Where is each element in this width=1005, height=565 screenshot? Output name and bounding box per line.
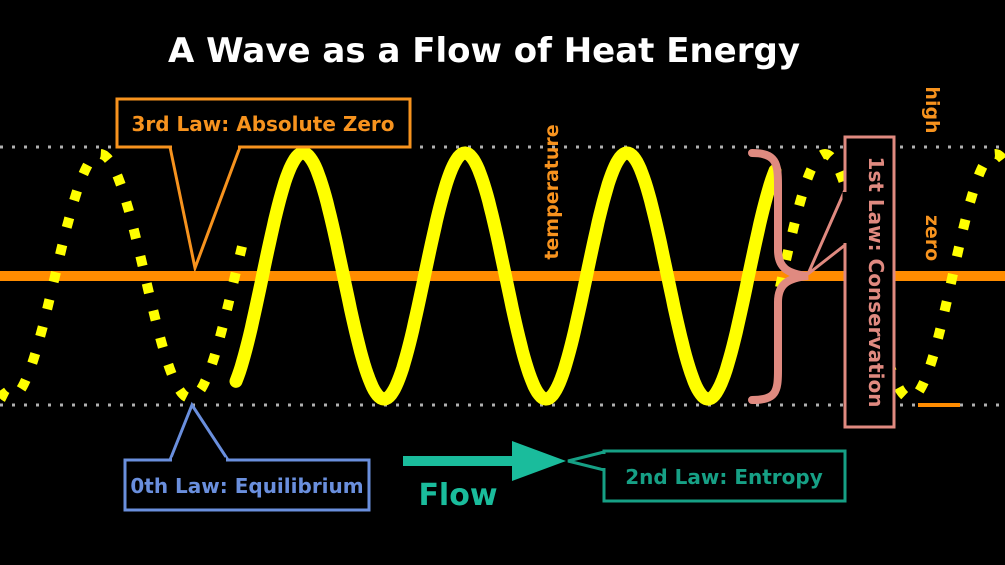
zeroth-law-callout: 0th Law: Equilibrium — [123, 401, 371, 512]
first-law-label: 1st Law: Conservation — [864, 157, 888, 408]
amplitude-brace — [748, 149, 809, 404]
third-law-callout: 3rd Law: Absolute Zero — [115, 97, 412, 274]
high-label: high — [921, 86, 943, 133]
second-law-label: 2nd Law: Entropy — [625, 465, 823, 489]
zeroth-law-label: 0th Law: Equilibrium — [130, 474, 363, 498]
temperature-label: temperature — [541, 124, 563, 259]
heat-wave — [229, 146, 782, 406]
second-law-callout: 2nd Law: Entropy — [567, 449, 847, 503]
third-law-label: 3rd Law: Absolute Zero — [131, 112, 394, 136]
zero-label: zero — [921, 215, 943, 261]
page-title: A Wave as a Flow of Heat Energy — [168, 31, 800, 71]
flow-label: Flow — [418, 478, 497, 513]
first-law-callout: 1st Law: Conservation — [806, 135, 896, 429]
flow-arrow — [403, 441, 566, 481]
dotted-ghost-wave-left — [0, 148, 247, 404]
